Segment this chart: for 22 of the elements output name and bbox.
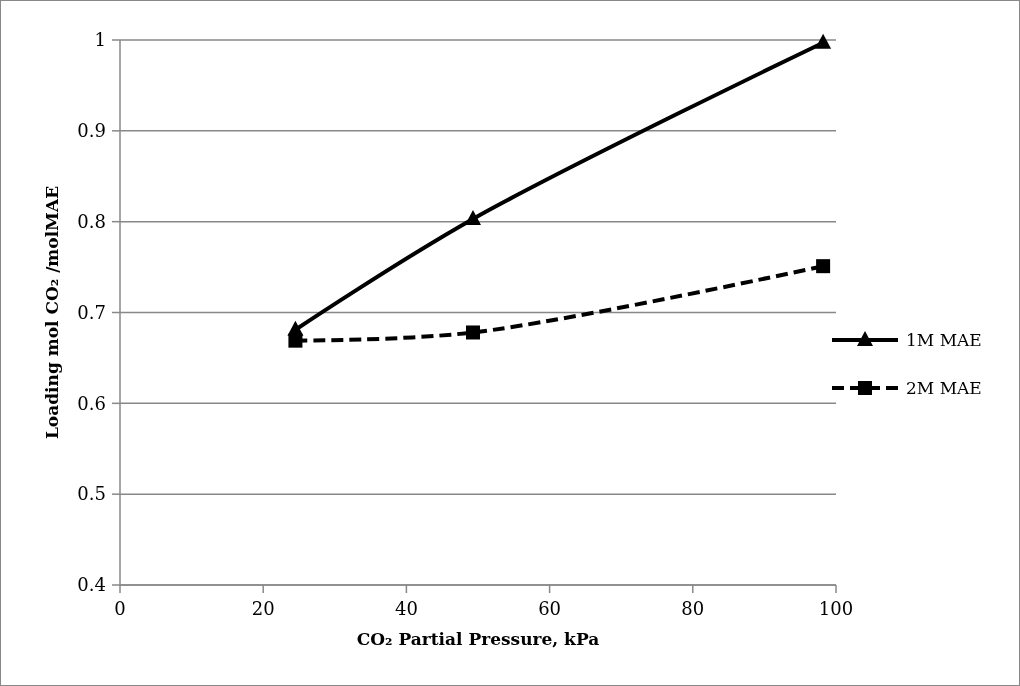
point — [288, 333, 303, 348]
x-axis-title: CO₂ Partial Pressure, kPa — [356, 629, 600, 649]
y-tick-label: 1 — [94, 29, 106, 51]
point — [464, 209, 481, 225]
y-tick-label: 0.8 — [77, 210, 106, 232]
x-tick-label: 80 — [681, 598, 705, 619]
x-tick-label: 40 — [394, 598, 418, 619]
x-tick-label: 20 — [251, 598, 275, 619]
y-tick-label: 0.4 — [77, 574, 106, 596]
point — [815, 33, 832, 49]
y-tick-label: 0.5 — [77, 483, 106, 505]
y-axis-title: Loading mol CO₂ /molMAE — [42, 185, 62, 440]
point — [816, 259, 831, 274]
x-tick-label: 60 — [538, 598, 562, 619]
point — [465, 325, 480, 340]
y-tick-label: 0.9 — [77, 120, 106, 142]
legend-label: 2M MAE — [906, 377, 982, 398]
x-tick-label: 0 — [114, 598, 126, 619]
y-tick-label: 0.6 — [77, 392, 106, 414]
y-tick-label: 0.7 — [77, 301, 106, 323]
legend-label: 1M MAE — [906, 329, 982, 350]
x-tick-label: 100 — [818, 598, 854, 619]
